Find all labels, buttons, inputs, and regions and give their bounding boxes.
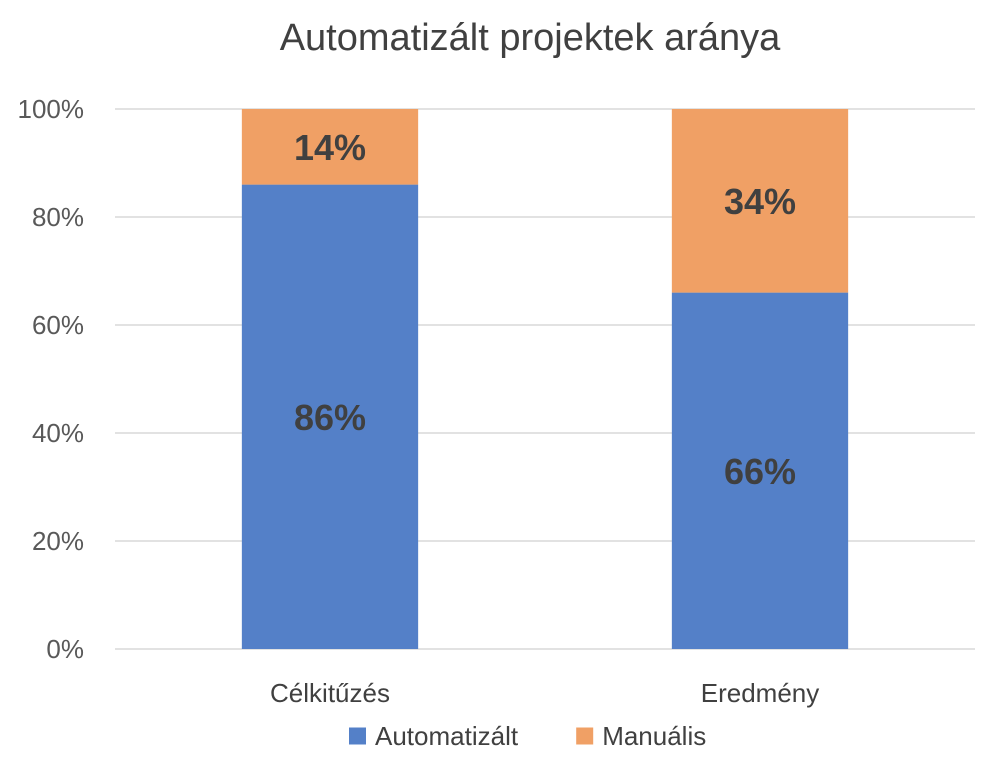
x-axis-categories: Célkitűzés Eredmény bbox=[270, 678, 819, 708]
y-tick-label: 20% bbox=[32, 526, 84, 556]
y-tick-label: 80% bbox=[32, 202, 84, 232]
legend: Automatizált Manuális bbox=[349, 721, 706, 751]
bar-segment bbox=[671, 292, 849, 649]
bars bbox=[241, 109, 849, 649]
y-tick-label: 0% bbox=[46, 634, 84, 664]
bar-segment bbox=[671, 109, 849, 293]
data-label: 66% bbox=[724, 451, 796, 492]
data-label: 14% bbox=[294, 127, 366, 168]
data-label: 34% bbox=[724, 181, 796, 222]
x-category-label: Eredmény bbox=[701, 678, 820, 708]
legend-swatch bbox=[349, 727, 366, 745]
y-tick-label: 60% bbox=[32, 310, 84, 340]
data-labels: 86% 14% 66% 34% bbox=[294, 127, 796, 492]
bar-segment bbox=[241, 109, 419, 185]
legend-label: Manuális bbox=[602, 721, 706, 751]
y-tick-label: 40% bbox=[32, 418, 84, 448]
y-tick-label: 100% bbox=[18, 94, 85, 124]
legend-label: Automatizált bbox=[375, 721, 519, 751]
y-axis-ticks: 0% 20% 40% 60% 80% 100% bbox=[18, 94, 85, 664]
legend-swatch bbox=[576, 727, 594, 745]
chart-title: Automatizált projektek aránya bbox=[280, 17, 781, 59]
data-label: 86% bbox=[294, 397, 366, 438]
x-category-label: Célkitűzés bbox=[270, 678, 390, 708]
bar-segment bbox=[241, 184, 419, 649]
